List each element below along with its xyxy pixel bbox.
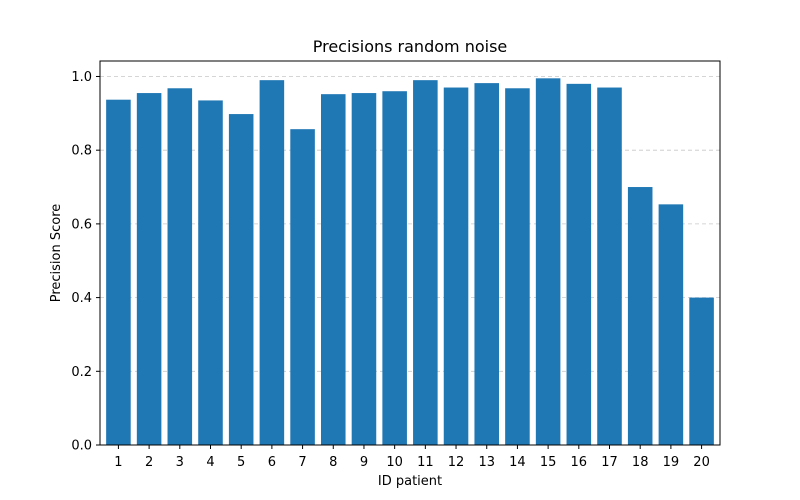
bar xyxy=(689,297,714,445)
x-tick-label: 7 xyxy=(298,455,306,470)
bar xyxy=(106,99,131,445)
bar xyxy=(474,83,500,445)
y-tick-label: 0.6 xyxy=(71,217,92,232)
bar xyxy=(259,80,285,445)
x-tick-label: 18 xyxy=(632,455,649,470)
x-tick-label: 9 xyxy=(360,455,368,470)
x-tick-label: 17 xyxy=(601,455,618,470)
bar xyxy=(505,88,530,445)
bar xyxy=(413,80,438,445)
x-tick-label: 11 xyxy=(417,455,434,470)
y-tick-label: 0.2 xyxy=(71,365,92,380)
bar xyxy=(136,93,162,446)
bar xyxy=(290,129,315,446)
plot-frame xyxy=(99,60,721,446)
x-tick-label: 4 xyxy=(206,455,214,470)
y-axis-label: Precision Score xyxy=(49,204,64,303)
bar xyxy=(320,94,346,445)
bar xyxy=(597,87,622,445)
bar xyxy=(658,204,684,445)
y-axis-ticks: 0.0 0.2 0.4 0.6 0.8 1.0 xyxy=(71,70,100,454)
grid-lines xyxy=(100,76,720,446)
chart-title: Precisions random noise xyxy=(313,37,508,56)
x-tick-label: 5 xyxy=(237,455,245,470)
bar xyxy=(228,114,254,446)
x-tick-label: 14 xyxy=(509,455,526,470)
x-tick-label: 6 xyxy=(268,455,276,470)
x-tick-label: 20 xyxy=(693,455,710,470)
bar xyxy=(198,100,223,446)
x-axis-ticks: 1 2 3 4 5 6 7 8 9 10 11 12 13 14 15 16 17 18 19 20 xyxy=(114,445,710,470)
x-tick-label: 8 xyxy=(329,455,337,470)
y-tick-label: 1.0 xyxy=(71,70,92,85)
y-tick-label: 0.4 xyxy=(71,291,92,306)
x-tick-label: 2 xyxy=(145,455,153,470)
x-axis-label: ID patient xyxy=(378,474,442,489)
bar xyxy=(167,88,193,445)
x-tick-label: 13 xyxy=(478,455,495,470)
bars xyxy=(106,78,714,446)
y-tick-label: 0.8 xyxy=(71,144,92,159)
x-tick-label: 12 xyxy=(448,455,465,470)
bar xyxy=(382,91,407,445)
x-tick-label: 16 xyxy=(571,455,588,470)
bar xyxy=(627,187,653,445)
bar xyxy=(535,78,561,446)
y-tick-label: 0.0 xyxy=(71,439,92,454)
bar xyxy=(566,83,592,446)
x-tick-label: 10 xyxy=(386,455,403,470)
x-tick-label: 1 xyxy=(114,455,122,470)
bar xyxy=(351,93,377,446)
x-tick-label: 3 xyxy=(176,455,184,470)
bar xyxy=(443,87,469,445)
x-tick-label: 15 xyxy=(540,455,557,470)
x-tick-label: 19 xyxy=(663,455,680,470)
